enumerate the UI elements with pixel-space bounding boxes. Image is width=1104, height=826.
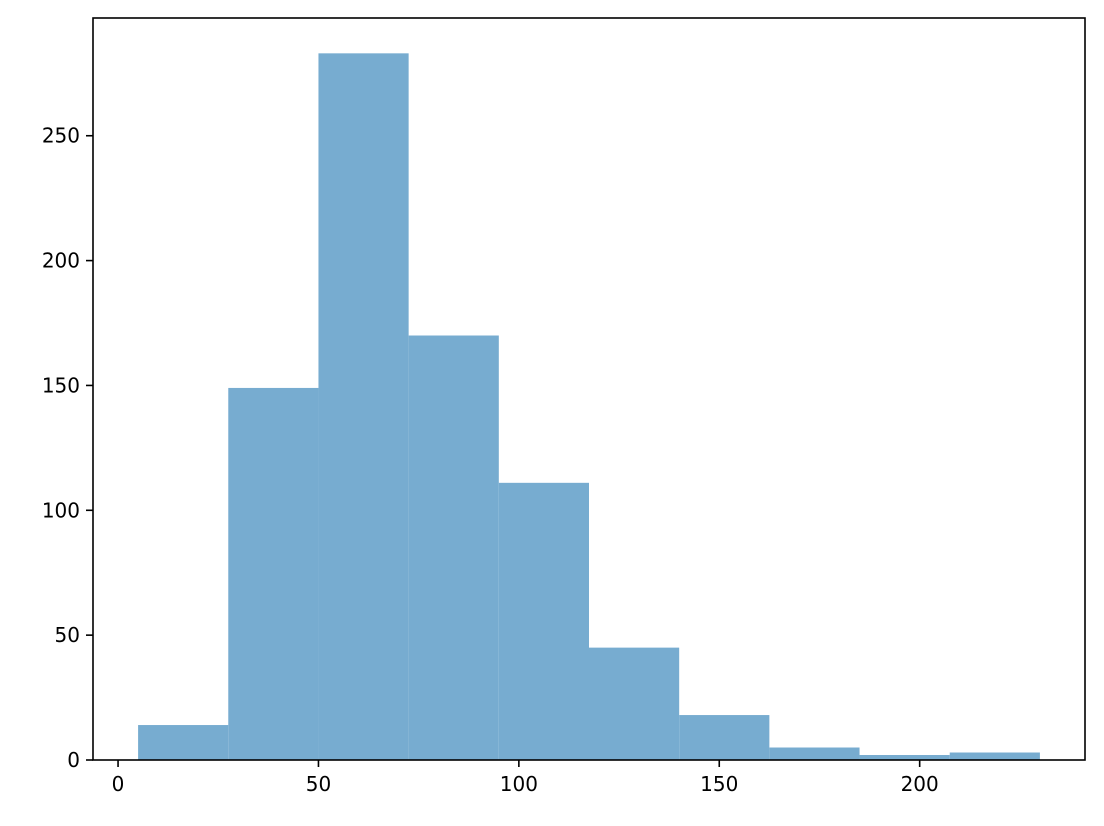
x-tick-label-2: 100 — [500, 772, 538, 796]
histogram-bar-9 — [949, 752, 1040, 760]
x-tick-label-0: 0 — [112, 772, 125, 796]
y-tick-label-0: 0 — [67, 748, 80, 772]
y-tick-label-2: 100 — [42, 498, 80, 522]
y-tick-label-4: 200 — [42, 249, 80, 273]
y-tick-label-3: 150 — [42, 373, 80, 397]
x-axis-ticks: 0 50 100 150 200 — [112, 760, 939, 796]
histogram-bar-5 — [589, 647, 680, 760]
x-tick-label-4: 200 — [901, 772, 939, 796]
y-tick-label-5: 250 — [42, 124, 80, 148]
histogram-bar-8 — [859, 755, 950, 760]
histogram-bar-0 — [138, 725, 229, 760]
plot-frame — [92, 17, 1086, 761]
x-tick-label-1: 50 — [306, 772, 331, 796]
histogram-bar-1 — [228, 387, 319, 760]
x-tick-label-3: 150 — [700, 772, 738, 796]
y-tick-label-1: 50 — [55, 623, 80, 647]
histogram-bars — [138, 53, 1040, 761]
histogram-bar-7 — [769, 747, 860, 760]
histogram-bar-4 — [498, 482, 589, 760]
histogram-bar-3 — [408, 335, 499, 760]
y-axis-ticks: 0 50 100 150 200 250 — [42, 124, 93, 772]
histogram-bar-2 — [318, 53, 409, 761]
histogram-bar-6 — [679, 715, 770, 760]
